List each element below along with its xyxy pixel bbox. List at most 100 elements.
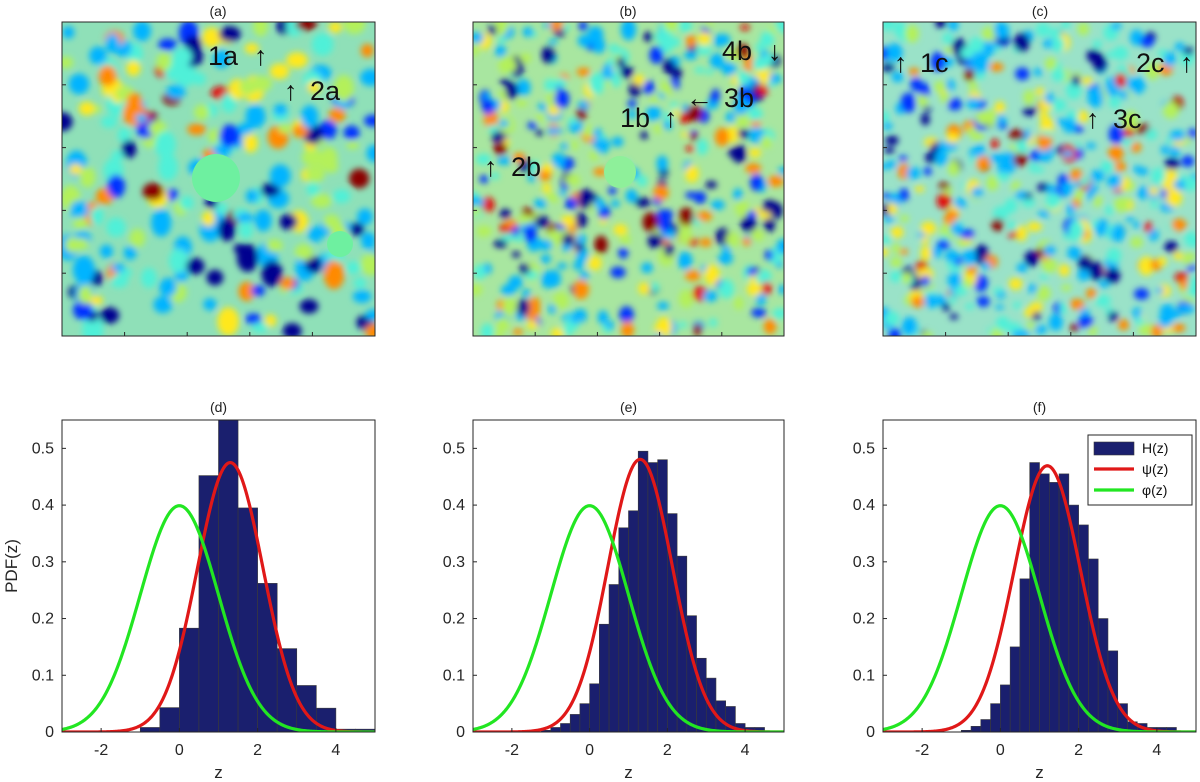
field-blob [79,166,96,188]
histogram-bar [637,450,649,732]
field-blob [654,332,663,336]
field-blob [522,288,531,298]
field-blob [601,63,614,80]
field-blob [473,264,486,280]
field-blob [1183,46,1194,56]
field-blob [733,188,743,201]
field-blob [105,33,120,54]
field-blob [1021,198,1036,208]
field-blob [763,53,775,66]
field-blob [690,132,699,142]
field-blob [512,152,526,162]
field-blob [1173,251,1184,261]
field-blob [772,308,784,320]
field-blob [1138,323,1153,336]
field-blob [353,277,366,289]
field-blob [481,99,495,115]
field-blob [237,212,254,224]
field-blob [613,224,628,236]
field-blob [488,24,497,35]
field-blob [1077,22,1090,36]
field-blob [107,174,125,198]
field-blob [1090,169,1105,182]
field-blob [693,323,702,336]
field-blob [496,316,510,332]
field-blob [1169,146,1181,157]
field-blob [239,221,253,239]
field-blob [493,239,508,248]
field-blob [1007,221,1017,232]
field-blob [537,239,554,251]
field-blob [938,182,950,190]
field-blob [731,144,747,163]
field-blob [917,267,934,281]
field-blob [945,79,955,91]
field-blob [547,126,557,136]
field-blob [890,256,903,268]
field-blob [745,55,754,65]
field-blob [653,184,669,201]
field-blob [1067,246,1081,260]
field-blob [554,127,563,134]
field-blob [921,275,930,288]
field-blob [966,97,981,109]
field-blob [886,160,897,169]
field-blob [681,131,690,138]
panel-title: (c) [1032,3,1048,19]
histogram-bar [990,703,1001,732]
field-blob [627,110,637,119]
field-blob [253,22,268,37]
arrow-up-icon: ↑ [1180,48,1194,78]
field-blob [106,217,126,237]
field-blob [746,282,762,297]
histogram-bar [257,583,278,732]
field-blob [1015,189,1026,200]
field-blob [885,135,899,146]
y-tick-label: 0.2 [443,611,465,628]
field-blob [1112,161,1127,172]
field-blob [618,247,629,259]
field-blob [266,239,283,253]
field-blob [1035,22,1051,37]
field-blob [728,49,740,63]
field-blob [111,263,125,273]
field-blob [975,156,990,171]
field-blob [1178,304,1193,313]
field-blob [541,163,554,172]
annotation-label: 3c [1113,104,1142,134]
field-blob [733,97,749,116]
field-blob [308,226,324,243]
field-blob [677,251,693,270]
field-blob [536,112,545,123]
field-blob [1150,324,1163,336]
field-blob [218,26,241,42]
field-blob [709,93,720,103]
field-blob [1022,106,1037,116]
field-blob [534,215,549,228]
field-blob [306,80,321,94]
field-blob [1163,308,1174,316]
field-blob [776,238,784,255]
field-blob [991,218,1004,232]
field-blob [1030,150,1042,162]
field-blob [82,314,104,336]
field-blob [346,141,359,150]
field-blob [611,75,621,88]
field-blob [748,148,762,158]
field-blob [650,282,659,293]
y-tick-label: 0.3 [32,554,54,571]
field-blob [920,221,937,236]
annotation-label: 2a [310,76,341,106]
field-blob [886,43,903,62]
field-blob [311,193,332,209]
field-blob [328,107,346,123]
field-blob [282,323,302,336]
field-blob [678,321,687,329]
panel-title: (d) [210,399,227,415]
field-blob [493,330,504,336]
field-blob [528,297,541,311]
field-blob [884,311,900,326]
field-blob [497,156,511,166]
flat-patch-center [192,154,240,202]
curve-psi [883,464,1196,732]
